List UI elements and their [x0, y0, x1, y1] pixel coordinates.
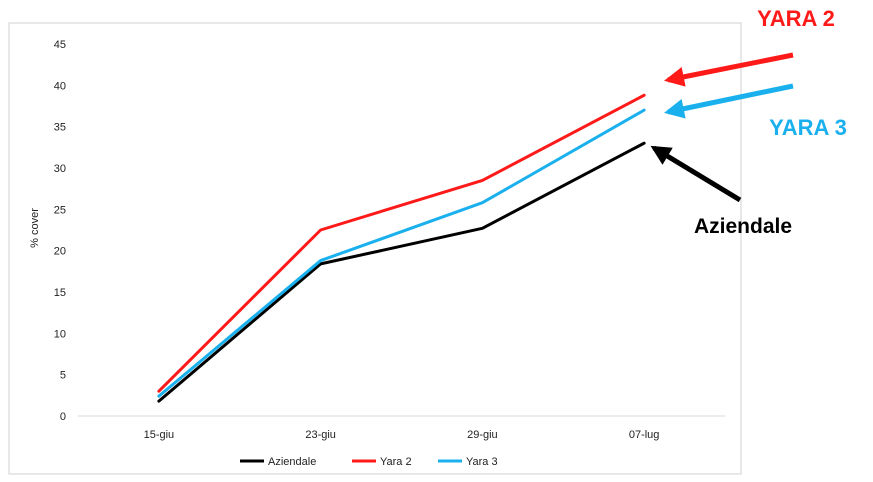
chart-frame: [8, 22, 742, 475]
y-tick-label: 20: [54, 246, 66, 258]
annotations: YARA 2 YARA 3 Aziendale: [650, 6, 847, 238]
y-tick-label: 15: [54, 287, 66, 299]
annotation-label: YARA 2: [757, 6, 835, 31]
x-tick-label: 15-giu: [144, 429, 175, 441]
annotation-label: YARA 3: [769, 115, 847, 140]
y-tick-label: 10: [54, 328, 66, 340]
series-line-aziendale: [157, 141, 646, 403]
series-line-yara-2: [157, 93, 646, 393]
legend-label: Aziendale: [268, 456, 316, 468]
y-axis-label: % cover: [29, 208, 41, 248]
x-axis: 15-giu 23-giu 29-giu 07-lug: [144, 429, 660, 441]
y-tick-label: 25: [54, 204, 66, 216]
annotation-arrow: [650, 145, 742, 203]
series-line-yara-3: [157, 108, 646, 398]
x-tick-label: 23-giu: [305, 429, 336, 441]
series-layer: [157, 93, 646, 403]
y-tick-label: 45: [54, 39, 66, 51]
y-tick-label: 35: [54, 122, 66, 134]
y-tick-label: 5: [60, 370, 66, 382]
legend-label: Yara 3: [466, 456, 498, 468]
annotation-arrow: [664, 52, 794, 87]
y-axis: 0 5 10 15 20 25 30 35 40 45: [54, 39, 66, 423]
x-tick-label: 29-giu: [467, 429, 498, 441]
y-tick-label: 0: [60, 411, 66, 423]
annotation-arrow: [664, 83, 794, 119]
y-tick-label: 40: [54, 80, 66, 92]
legend: Aziendale Yara 2 Yara 3: [240, 456, 498, 468]
x-tick-label: 07-lug: [629, 429, 660, 441]
y-tick-label: 30: [54, 163, 66, 175]
annotation-label: Aziendale: [694, 215, 792, 238]
legend-label: Yara 2: [380, 456, 412, 468]
